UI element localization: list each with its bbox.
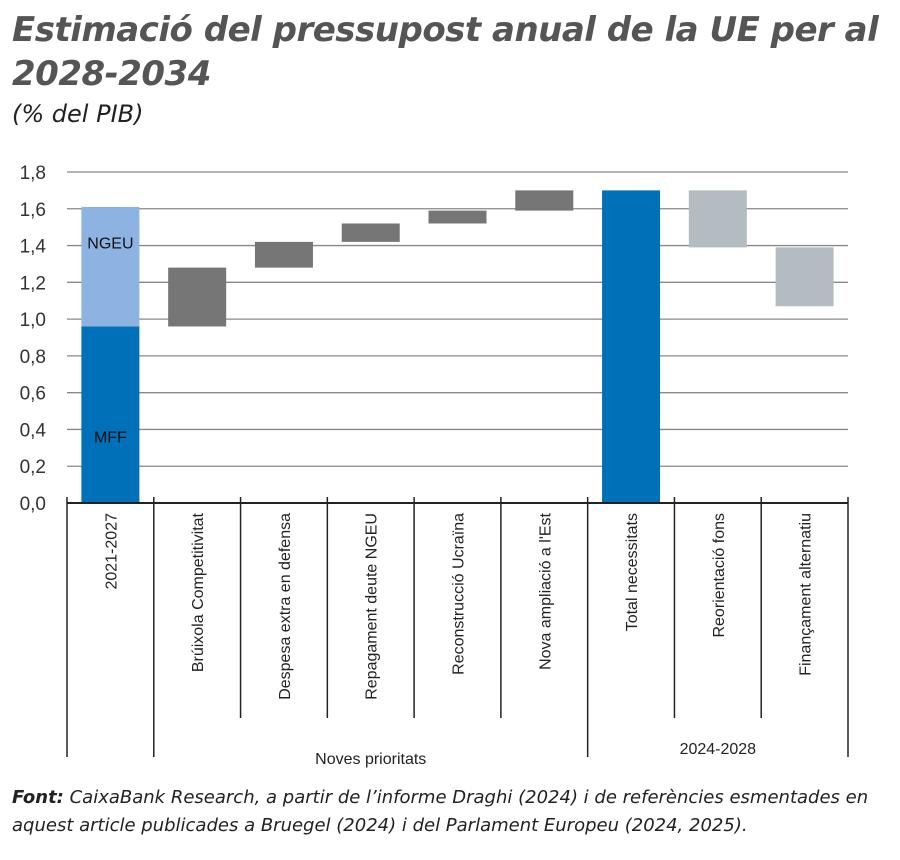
segment-label: NGEU xyxy=(87,236,133,253)
segment-label: MFF xyxy=(94,430,127,447)
y-tick-label: 0,0 xyxy=(20,494,46,515)
y-tick-label: 1,6 xyxy=(20,200,46,221)
chart-subtitle: (% del PIB) xyxy=(12,100,144,128)
chart-title: Estimació del pressupost anual de la UE … xyxy=(12,10,879,94)
group-label: Noves prioritats xyxy=(315,751,426,768)
y-tick-label: 0,6 xyxy=(20,384,46,405)
group-label: 2024-2028 xyxy=(680,741,757,758)
y-tick-label: 0,2 xyxy=(20,457,46,478)
source-text: CaixaBank Research, a partir de l’inform… xyxy=(12,787,869,836)
bar xyxy=(81,206,140,327)
y-tick-label: 1,2 xyxy=(20,273,46,294)
bar xyxy=(81,326,140,503)
bar xyxy=(254,241,313,268)
x-tick-label: Despesa extra en defensa xyxy=(277,513,294,700)
bar xyxy=(688,190,747,248)
bar xyxy=(515,190,574,211)
bar xyxy=(168,267,227,327)
source-label: Font: xyxy=(12,787,64,808)
x-tick-label: Brúixola Competitivitat xyxy=(190,512,207,672)
bar xyxy=(775,247,834,307)
y-tick-label: 1,8 xyxy=(20,163,46,184)
x-tick-label: Finançament alternatiu xyxy=(798,513,815,676)
bar xyxy=(341,223,400,242)
bar xyxy=(602,190,661,503)
y-tick-label: 0,8 xyxy=(20,347,46,368)
x-tick-label: Repagament deute NGEU xyxy=(364,513,381,700)
bar xyxy=(428,210,487,224)
x-tick-label: Reconstrucció Ucraïna xyxy=(451,513,468,675)
source-note: Font: CaixaBank Research, a partir de l’… xyxy=(12,784,892,840)
x-tick-label: Total necessitats xyxy=(624,513,641,631)
y-tick-label: 0,4 xyxy=(20,420,47,441)
x-tick-label: Reorientació fons xyxy=(711,513,728,638)
y-tick-label: 1,0 xyxy=(20,310,46,331)
y-tick-label: 1,4 xyxy=(20,237,47,258)
x-tick-label: Nova ampliació a l'Est xyxy=(537,512,554,669)
x-tick-label: 2021-2027 xyxy=(103,513,120,590)
